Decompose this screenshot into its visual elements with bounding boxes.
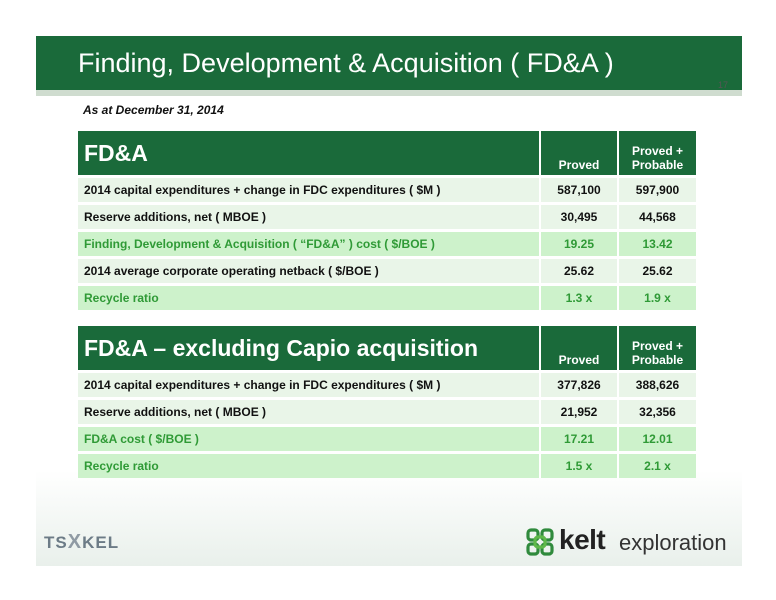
row-label: Reserve additions, net ( MBOE ) — [78, 397, 541, 426]
proved-value: 1.5 x — [540, 451, 619, 478]
proved-value: 19.25 — [540, 229, 619, 258]
column-header-line-2: Probable — [631, 353, 684, 367]
row-label: 2014 capital expenditures + change in FD… — [78, 175, 541, 204]
row-label: Recycle ratio — [78, 283, 541, 310]
column-header-proved-label: Proved — [558, 353, 600, 367]
table-row: 2014 capital expenditures + change in FD… — [78, 175, 696, 204]
page-number: 17 — [718, 80, 729, 90]
proved-probable-value: 25.62 — [618, 256, 696, 285]
proved-value: 21,952 — [540, 397, 619, 426]
row-label: 2014 capital expenditures + change in FD… — [78, 370, 541, 399]
proved-probable-value: 12.01 — [618, 424, 696, 453]
column-header-proved: Proved — [540, 131, 619, 177]
table-row: Reserve additions, net ( MBOE ) 21,952 3… — [78, 397, 696, 426]
table-row: 2014 capital expenditures + change in FD… — [78, 370, 696, 399]
proved-probable-value: 2.1 x — [618, 451, 696, 478]
table-row: Recycle ratio 1.5 x 2.1 x — [78, 451, 696, 478]
proved-probable-value: 597,900 — [618, 175, 696, 204]
celtic-knot-icon — [526, 528, 554, 556]
proved-probable-value: 1.9 x — [618, 283, 696, 310]
tsx-logo-text-right: KEL — [82, 533, 120, 552]
logo-wordmark-exploration: exploration — [619, 530, 727, 555]
as-at-date: As at December 31, 2014 — [83, 103, 224, 117]
row-label: Recycle ratio — [78, 451, 541, 478]
proved-value: 1.3 x — [540, 283, 619, 310]
fda-excluding-capio-table: FD&A – excluding Capio acquisition Prove… — [78, 326, 696, 478]
title-divider — [36, 90, 742, 96]
proved-value: 17.21 — [540, 424, 619, 453]
proved-value: 587,100 — [540, 175, 619, 204]
column-header-proved-label: Proved — [558, 158, 600, 172]
kelt-exploration-logo: kelt exploration — [525, 524, 735, 558]
table-row: 2014 average corporate operating netback… — [78, 256, 696, 285]
proved-probable-value: 13.42 — [618, 229, 696, 258]
tsx-logo-x: X — [67, 531, 83, 553]
table-header-row: FD&A Proved Proved + Probable — [78, 131, 696, 177]
table-row: Finding, Development & Acquisition ( “FD… — [78, 229, 696, 258]
table-title: FD&A — [78, 131, 541, 177]
table-row: Reserve additions, net ( MBOE ) 30,495 4… — [78, 202, 696, 231]
tsx-logo-text-left: TS — [44, 533, 68, 552]
table-row: Recycle ratio 1.3 x 1.9 x — [78, 283, 696, 310]
proved-probable-value: 44,568 — [618, 202, 696, 231]
column-header-proved: Proved — [540, 326, 619, 372]
column-header-proved-probable: Proved + Probable — [618, 326, 696, 372]
proved-probable-value: 32,356 — [618, 397, 696, 426]
table-title: FD&A – excluding Capio acquisition — [78, 326, 541, 372]
slide-title: Finding, Development & Acquisition ( FD&… — [78, 48, 614, 78]
table-row: FD&A cost ( $/BOE ) 17.21 12.01 — [78, 424, 696, 453]
fda-table: FD&A Proved Proved + Probable 2014 capit… — [78, 131, 696, 310]
column-header-line-2: Probable — [631, 158, 684, 172]
column-header-line-1: Proved + — [631, 144, 684, 158]
proved-probable-value: 388,626 — [618, 370, 696, 399]
proved-value: 377,826 — [540, 370, 619, 399]
column-header-line-1: Proved + — [631, 339, 684, 353]
table-header-row: FD&A – excluding Capio acquisition Prove… — [78, 326, 696, 372]
title-bar: Finding, Development & Acquisition ( FD&… — [36, 36, 742, 90]
row-label: Reserve additions, net ( MBOE ) — [78, 202, 541, 231]
logo-wordmark-kelt: kelt — [559, 524, 606, 555]
row-label: Finding, Development & Acquisition ( “FD… — [78, 229, 541, 258]
row-label: FD&A cost ( $/BOE ) — [78, 424, 541, 453]
proved-value: 25.62 — [540, 256, 619, 285]
column-header-proved-probable: Proved + Probable — [618, 131, 696, 177]
row-label: 2014 average corporate operating netback… — [78, 256, 541, 285]
proved-value: 30,495 — [540, 202, 619, 231]
tsx-kel-logo: TSXKEL — [44, 531, 119, 554]
